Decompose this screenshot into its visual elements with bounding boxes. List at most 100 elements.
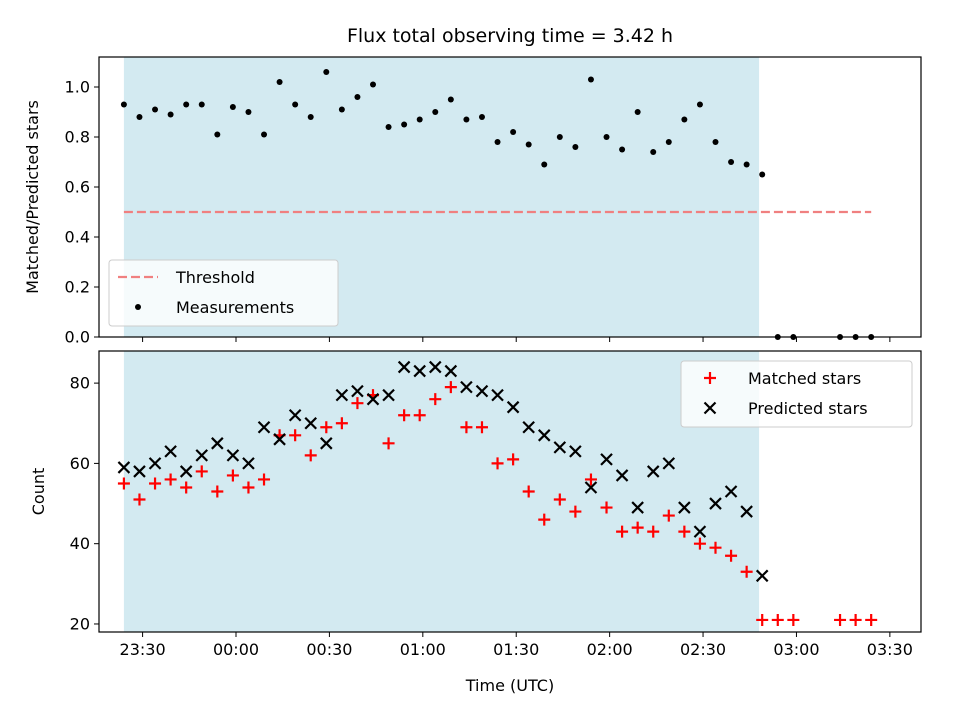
- data-point: [320, 421, 333, 434]
- data-point: [771, 613, 784, 626]
- data-point: [304, 449, 317, 462]
- legend-box: [108, 259, 339, 327]
- data-point: [195, 449, 209, 462]
- y-tick-label: 0.4: [65, 228, 90, 247]
- data-point: [703, 401, 717, 415]
- x-tick-label: 23:30: [120, 640, 166, 659]
- data-point: [681, 116, 688, 123]
- data-point: [631, 501, 644, 514]
- data-point: [428, 360, 442, 374]
- data-point: [179, 465, 193, 478]
- data-point: [397, 360, 411, 374]
- data-point: [136, 114, 143, 120]
- legend-label: Measurements: [176, 298, 294, 317]
- data-point: [709, 541, 722, 554]
- data-point: [541, 161, 548, 168]
- data-point: [148, 457, 162, 470]
- data-point: [289, 429, 302, 442]
- data-point: [276, 79, 283, 85]
- data-point: [728, 159, 735, 165]
- data-point: [572, 144, 579, 150]
- data-point: [646, 465, 660, 478]
- data-point: [475, 421, 488, 434]
- data-point: [510, 129, 517, 135]
- data-point: [257, 420, 271, 434]
- data-point: [460, 380, 473, 394]
- ratio-marks: [120, 69, 875, 340]
- data-point: [382, 437, 395, 450]
- data-point: [413, 364, 426, 378]
- legend-label: Predicted stars: [748, 399, 868, 418]
- data-point: [463, 116, 470, 123]
- data-point: [755, 569, 769, 583]
- data-point: [117, 461, 131, 474]
- data-point: [834, 613, 847, 626]
- data-point: [304, 416, 318, 430]
- data-point: [444, 364, 458, 378]
- ratio-x-ticks: [142, 337, 891, 342]
- data-point: [444, 381, 457, 394]
- y-tick-label: 0.8: [65, 128, 90, 147]
- data-point: [584, 481, 598, 494]
- data-point: [725, 549, 738, 562]
- data-point: [133, 465, 146, 478]
- data-point: [370, 81, 376, 88]
- data-point: [569, 445, 582, 458]
- data-point: [600, 453, 613, 466]
- legend-box: [680, 360, 913, 428]
- data-point: [167, 111, 174, 118]
- data-point: [600, 501, 613, 514]
- data-point: [849, 613, 862, 626]
- data-point: [696, 101, 703, 108]
- data-point: [351, 384, 364, 398]
- x-tick-label: 03:00: [773, 640, 819, 659]
- data-point: [693, 537, 706, 550]
- data-point: [135, 304, 141, 310]
- data-point: [537, 429, 551, 442]
- y-tick-label: 0.2: [65, 278, 90, 297]
- count-axes-frame: [98, 350, 922, 633]
- data-point: [149, 477, 162, 490]
- data-point: [429, 393, 442, 406]
- data-point: [292, 101, 299, 108]
- data-point: [553, 493, 566, 506]
- data-point: [756, 613, 769, 626]
- data-point: [211, 485, 224, 498]
- data-point: [743, 161, 750, 168]
- data-point: [662, 457, 676, 470]
- data-point: [229, 104, 236, 110]
- x-tick-label: 00:00: [213, 640, 259, 659]
- data-point: [195, 465, 208, 478]
- observing-window-band-bottom: [123, 351, 760, 632]
- data-point: [569, 505, 582, 518]
- count-legend: Matched stars Predicted stars: [680, 360, 913, 428]
- data-point: [740, 505, 753, 518]
- data-point: [619, 146, 626, 153]
- data-point: [740, 565, 753, 578]
- data-point: [475, 384, 489, 398]
- data-point: [366, 392, 380, 406]
- data-point: [603, 134, 610, 140]
- count-marks: [117, 360, 878, 626]
- data-point: [665, 139, 672, 145]
- data-point: [354, 94, 361, 100]
- data-point: [587, 76, 594, 83]
- data-point: [506, 400, 520, 414]
- data-point: [152, 106, 159, 113]
- data-point: [261, 131, 268, 138]
- x-tick-label: 01:00: [400, 640, 446, 659]
- data-point: [214, 131, 221, 138]
- data-point: [133, 493, 146, 506]
- data-point: [556, 134, 563, 140]
- ratio-y-ticks: 0.0 0.2 0.4 0.6 0.8 1.0: [65, 78, 99, 347]
- data-point: [273, 433, 286, 446]
- legend-label: Threshold: [175, 268, 255, 287]
- data-point: [704, 372, 716, 384]
- count-panel: 20 40 60 80 23:30 00:00 00:30 01:00 01:30 02:00 0…: [29, 350, 922, 695]
- count-y-ticks: 20 40 60 80: [70, 374, 99, 633]
- count-y-axis-label: Count: [29, 468, 48, 516]
- data-point: [678, 501, 691, 514]
- data-point: [335, 417, 348, 430]
- data-point: [525, 141, 532, 148]
